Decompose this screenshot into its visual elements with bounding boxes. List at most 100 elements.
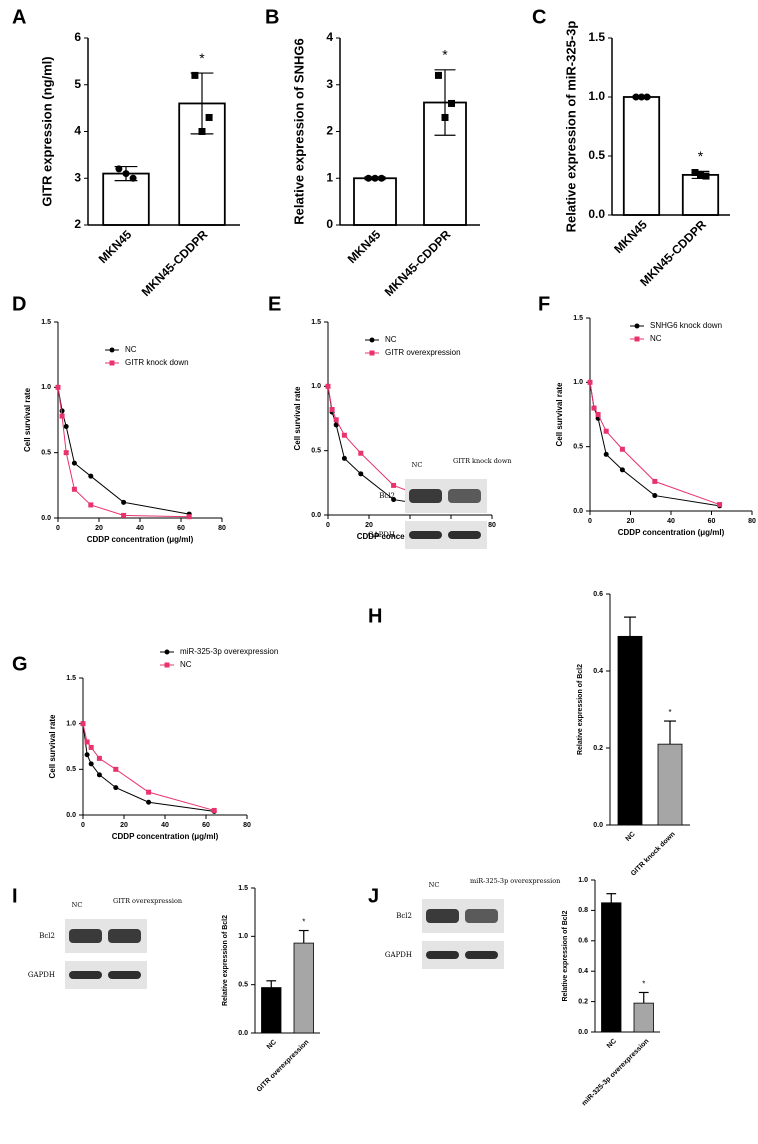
bar bbox=[178, 102, 226, 226]
y-tick-label: 4 bbox=[74, 124, 81, 138]
y-axis-label: Cell survival rate bbox=[23, 387, 32, 452]
data-point bbox=[697, 171, 704, 179]
y-tick-label: 0.0 bbox=[311, 512, 321, 519]
bar bbox=[633, 1002, 654, 1033]
x-tick-label: GITR overexpression bbox=[256, 1039, 311, 1094]
legend-marker bbox=[634, 336, 640, 342]
x-tick-label: miR-325-3p overexpression bbox=[581, 1038, 651, 1108]
legend-marker bbox=[109, 360, 115, 366]
bar bbox=[293, 942, 314, 1034]
series-line bbox=[82, 723, 215, 812]
y-tick-label: 0.5 bbox=[311, 448, 321, 455]
lane-label: GITR overexpression bbox=[113, 897, 182, 905]
data-point bbox=[88, 744, 94, 750]
y-tick-label: 0.4 bbox=[578, 968, 588, 975]
data-point bbox=[638, 93, 645, 101]
data-point bbox=[587, 379, 593, 385]
y-tick-label: 0.5 bbox=[66, 766, 76, 773]
y-tick-label: 0 bbox=[326, 217, 333, 231]
data-point bbox=[146, 789, 152, 795]
significance-mark: * bbox=[642, 980, 645, 989]
y-tick-label: 6 bbox=[74, 30, 81, 44]
x-axis-label: CDDP concentration (μg/ml) bbox=[87, 535, 194, 544]
panel-letter: J bbox=[368, 885, 379, 907]
data-point bbox=[652, 478, 658, 484]
data-point bbox=[191, 71, 199, 79]
data-point bbox=[333, 417, 339, 423]
blot-band bbox=[69, 971, 102, 979]
significance-mark: * bbox=[698, 148, 704, 164]
y-axis-label: GITR expression (ng/ml) bbox=[39, 56, 54, 206]
data-point bbox=[71, 486, 77, 492]
y-axis-label: Cell survival rate bbox=[555, 382, 564, 447]
y-tick-label: 1.5 bbox=[311, 319, 321, 326]
y-tick-label: 3 bbox=[74, 170, 81, 184]
legend-label: NC bbox=[180, 660, 192, 669]
y-axis-label: Relative expression of Bcl2 bbox=[562, 910, 569, 1001]
data-point bbox=[603, 451, 609, 457]
x-tick-label: NC bbox=[266, 1039, 278, 1051]
significance-mark: * bbox=[302, 918, 305, 927]
y-tick-label: 0.5 bbox=[588, 148, 605, 162]
panel-letter: H bbox=[368, 605, 382, 627]
blot-band bbox=[465, 951, 498, 959]
y-axis-label: Relative expression of SNHG6 bbox=[291, 38, 306, 224]
bar bbox=[423, 101, 467, 226]
x-tick-label: MKN45 bbox=[611, 217, 650, 256]
bar bbox=[617, 635, 643, 826]
blot-band bbox=[448, 489, 481, 503]
data-point bbox=[325, 383, 331, 389]
legend-marker bbox=[369, 337, 375, 343]
legend-marker bbox=[634, 323, 640, 329]
data-point bbox=[96, 755, 102, 761]
blot-band bbox=[465, 909, 498, 923]
significance-mark: * bbox=[442, 46, 448, 62]
y-tick-label: 0.5 bbox=[573, 444, 583, 451]
data-point bbox=[371, 174, 379, 182]
x-tick-label: NC bbox=[625, 831, 637, 843]
x-tick-label: 80 bbox=[748, 518, 756, 525]
x-tick-label: 0 bbox=[81, 822, 85, 829]
row-label: GAPDH bbox=[28, 971, 55, 979]
data-point bbox=[691, 169, 699, 177]
data-point bbox=[378, 174, 386, 182]
panel-letter: I bbox=[12, 885, 18, 907]
data-point bbox=[341, 455, 347, 461]
x-tick-label: GITR knock down bbox=[630, 831, 677, 878]
data-point bbox=[632, 93, 640, 101]
x-tick-label: 20 bbox=[120, 822, 128, 829]
y-tick-label: 0.6 bbox=[578, 938, 588, 945]
data-point bbox=[129, 174, 137, 182]
blot-band bbox=[426, 909, 459, 923]
y-tick-label: 1.5 bbox=[573, 315, 583, 322]
y-tick-label: 0.5 bbox=[238, 982, 248, 989]
x-tick-label: 80 bbox=[488, 522, 496, 529]
x-tick-label: 40 bbox=[161, 822, 169, 829]
significance-mark: * bbox=[199, 50, 205, 66]
y-tick-label: 3 bbox=[326, 77, 333, 91]
y-tick-label: 0.0 bbox=[573, 508, 583, 515]
y-tick-label: 0.6 bbox=[593, 591, 603, 598]
data-point bbox=[448, 99, 456, 107]
y-tick-label: 0.8 bbox=[578, 907, 588, 914]
x-tick-label: 20 bbox=[95, 525, 103, 532]
y-tick-label: 1.0 bbox=[41, 384, 51, 391]
legend-label: GITR knock down bbox=[125, 358, 189, 367]
y-tick-label: 0.0 bbox=[238, 1030, 248, 1037]
data-point bbox=[71, 460, 77, 466]
x-tick-label: MKN45 bbox=[345, 227, 384, 266]
x-tick-label: 60 bbox=[177, 525, 185, 532]
x-tick-label: 20 bbox=[627, 518, 635, 525]
y-tick-label: 1.0 bbox=[578, 877, 588, 884]
blot-band bbox=[409, 531, 442, 539]
panel-letter: E bbox=[268, 293, 281, 315]
x-axis-label: CDDP concentration (μg/ml) bbox=[618, 528, 725, 537]
data-point bbox=[652, 493, 658, 499]
legend-marker bbox=[369, 350, 375, 356]
data-point bbox=[88, 502, 94, 508]
y-tick-label: 0.2 bbox=[578, 998, 588, 1005]
x-tick-label: 0 bbox=[588, 518, 592, 525]
data-point bbox=[358, 471, 364, 477]
data-point bbox=[341, 432, 347, 438]
y-axis-label: Relative expression of miR-325-3p bbox=[563, 21, 578, 233]
